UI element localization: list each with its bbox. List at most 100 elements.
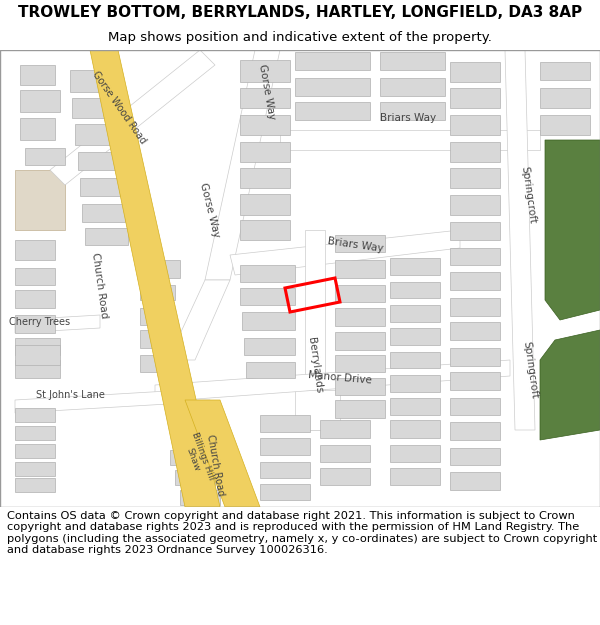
- Polygon shape: [15, 315, 55, 333]
- Polygon shape: [15, 390, 185, 413]
- Polygon shape: [450, 422, 500, 440]
- Polygon shape: [450, 472, 500, 490]
- Polygon shape: [450, 322, 500, 340]
- Polygon shape: [15, 408, 55, 422]
- Polygon shape: [15, 315, 100, 333]
- Text: St John's Lane: St John's Lane: [35, 390, 104, 400]
- Polygon shape: [335, 400, 385, 418]
- Polygon shape: [140, 285, 175, 300]
- Polygon shape: [335, 285, 385, 302]
- Polygon shape: [20, 65, 55, 85]
- Polygon shape: [205, 50, 280, 280]
- Polygon shape: [335, 332, 385, 350]
- Text: Billings Hill
Shaw: Billings Hill Shaw: [180, 431, 216, 485]
- Polygon shape: [140, 355, 175, 372]
- Polygon shape: [175, 470, 215, 485]
- Polygon shape: [295, 390, 340, 430]
- Polygon shape: [390, 352, 440, 368]
- Polygon shape: [390, 445, 440, 462]
- Polygon shape: [80, 178, 120, 196]
- Polygon shape: [15, 462, 55, 476]
- Polygon shape: [170, 450, 210, 465]
- Polygon shape: [540, 115, 590, 135]
- Polygon shape: [390, 468, 440, 485]
- Polygon shape: [450, 272, 500, 290]
- Polygon shape: [240, 115, 290, 135]
- Polygon shape: [90, 50, 220, 507]
- Polygon shape: [15, 360, 60, 378]
- Polygon shape: [260, 438, 310, 455]
- Polygon shape: [450, 222, 500, 240]
- Polygon shape: [390, 305, 440, 322]
- Polygon shape: [15, 345, 60, 365]
- Polygon shape: [295, 52, 370, 70]
- Polygon shape: [240, 194, 290, 215]
- Polygon shape: [260, 462, 310, 478]
- Polygon shape: [75, 124, 115, 145]
- Polygon shape: [20, 118, 55, 140]
- Polygon shape: [70, 70, 110, 92]
- Polygon shape: [140, 260, 180, 278]
- Text: Gorse Way: Gorse Way: [257, 64, 277, 121]
- Polygon shape: [240, 220, 290, 240]
- Polygon shape: [185, 400, 220, 507]
- Polygon shape: [185, 400, 260, 507]
- Polygon shape: [450, 298, 500, 316]
- Polygon shape: [380, 78, 445, 96]
- Polygon shape: [15, 426, 55, 440]
- Polygon shape: [155, 360, 510, 402]
- Polygon shape: [320, 445, 370, 462]
- Text: Springcroft: Springcroft: [519, 166, 537, 224]
- Polygon shape: [72, 98, 112, 118]
- Text: Church Road: Church Road: [91, 251, 110, 319]
- Polygon shape: [240, 265, 295, 282]
- Polygon shape: [260, 484, 310, 500]
- Polygon shape: [15, 268, 55, 285]
- Polygon shape: [540, 62, 590, 80]
- Polygon shape: [505, 50, 535, 430]
- Polygon shape: [380, 52, 445, 70]
- Polygon shape: [50, 50, 215, 185]
- Polygon shape: [540, 88, 590, 108]
- Polygon shape: [450, 142, 500, 162]
- Polygon shape: [260, 415, 310, 432]
- Polygon shape: [335, 235, 385, 252]
- Polygon shape: [15, 478, 55, 492]
- Polygon shape: [335, 260, 385, 278]
- Text: Briars Way: Briars Way: [380, 113, 436, 123]
- Text: Contains OS data © Crown copyright and database right 2021. This information is : Contains OS data © Crown copyright and d…: [7, 511, 598, 556]
- Text: Church Road: Church Road: [205, 434, 226, 496]
- Text: Cherry Trees: Cherry Trees: [10, 317, 71, 327]
- Polygon shape: [240, 88, 290, 108]
- Polygon shape: [15, 170, 65, 230]
- Polygon shape: [390, 375, 440, 392]
- Polygon shape: [15, 290, 55, 308]
- Polygon shape: [240, 60, 290, 82]
- Polygon shape: [20, 90, 60, 112]
- Polygon shape: [540, 330, 600, 440]
- Polygon shape: [280, 130, 540, 150]
- Polygon shape: [335, 308, 385, 326]
- Polygon shape: [240, 168, 290, 188]
- Text: Map shows position and indicative extent of the property.: Map shows position and indicative extent…: [108, 31, 492, 44]
- Polygon shape: [335, 378, 385, 395]
- Polygon shape: [82, 204, 125, 222]
- Polygon shape: [450, 248, 500, 265]
- Polygon shape: [78, 152, 118, 170]
- Polygon shape: [244, 338, 295, 355]
- Polygon shape: [450, 62, 500, 82]
- Text: TROWLEY BOTTOM, BERRYLANDS, HARTLEY, LONGFIELD, DA3 8AP: TROWLEY BOTTOM, BERRYLANDS, HARTLEY, LON…: [18, 5, 582, 20]
- Polygon shape: [390, 328, 440, 345]
- Polygon shape: [240, 142, 290, 162]
- Polygon shape: [450, 88, 500, 108]
- Polygon shape: [450, 448, 500, 465]
- Polygon shape: [295, 102, 370, 120]
- Polygon shape: [390, 420, 440, 438]
- Polygon shape: [380, 102, 445, 120]
- Polygon shape: [450, 195, 500, 215]
- Polygon shape: [25, 148, 65, 165]
- Polygon shape: [390, 398, 440, 415]
- Text: Manor Drive: Manor Drive: [308, 370, 372, 386]
- Polygon shape: [320, 468, 370, 485]
- Polygon shape: [390, 282, 440, 298]
